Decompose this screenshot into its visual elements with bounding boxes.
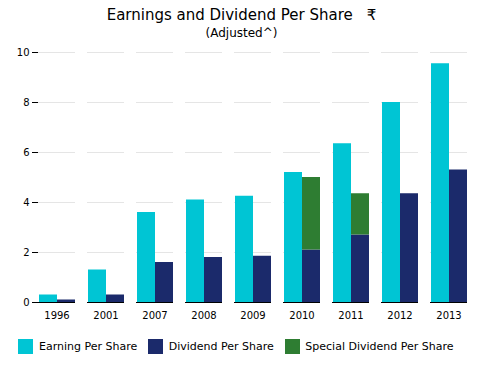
html-text:Earnings and Dividend Per Shar: Earnings and Dividend Per Share: [106, 6, 353, 24]
svg-text:10: 10: [17, 47, 30, 58]
svg-text:6: 6: [23, 147, 29, 158]
svg-text:4: 4: [23, 197, 29, 208]
svg-text:2013: 2013: [436, 310, 461, 321]
html-text:Dividend Per Share: Dividend Per Share: [168, 340, 274, 353]
svg-text:2008: 2008: [191, 310, 216, 321]
html-text:(Adjusted^): (Adjusted^): [205, 26, 278, 40]
svg-text:8: 8: [23, 97, 29, 108]
svg-text:2011: 2011: [338, 310, 363, 321]
svg-text:2009: 2009: [240, 310, 265, 321]
svg-text:1996: 1996: [44, 310, 69, 321]
svg-text:2007: 2007: [142, 310, 167, 321]
svg-text:0: 0: [23, 297, 29, 308]
svg-text:2001: 2001: [93, 310, 118, 321]
svg-text:2010: 2010: [289, 310, 314, 321]
svg-text:2012: 2012: [387, 310, 412, 321]
svg-text:2: 2: [23, 247, 29, 258]
html-text:Earning Per Share: Earning Per Share: [39, 340, 138, 353]
html-text:Special Dividend Per Share: Special Dividend Per Share: [305, 340, 454, 353]
